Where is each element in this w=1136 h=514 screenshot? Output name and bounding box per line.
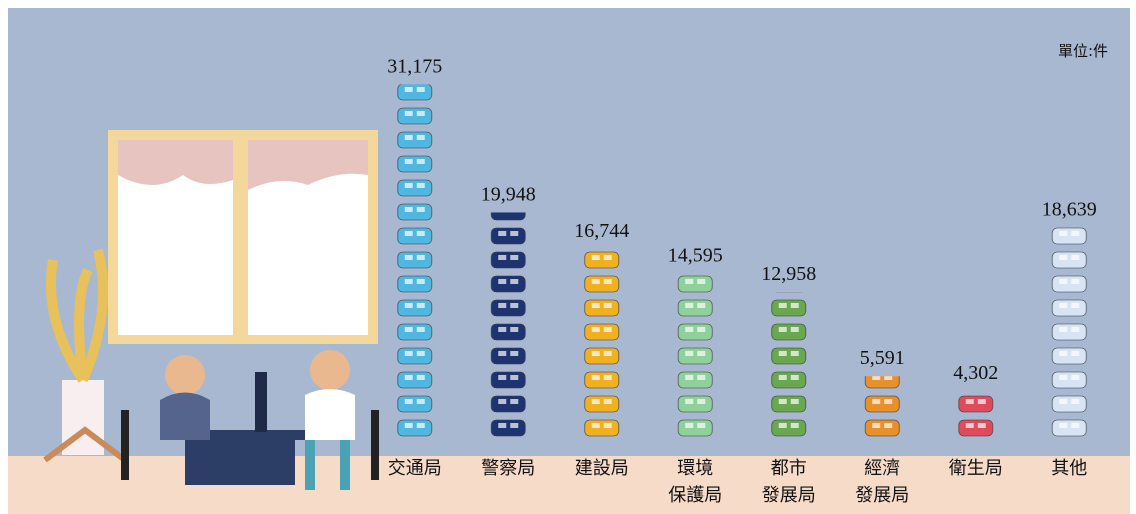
x-tick-label: 交通局 xyxy=(387,458,442,479)
bar xyxy=(675,273,716,440)
unit-label: 單位:件 xyxy=(1057,42,1108,60)
bar xyxy=(394,84,435,440)
x-tick-label: 其他 xyxy=(1051,458,1088,479)
value-label: 31,175 xyxy=(387,55,442,77)
value-label: 18,639 xyxy=(1042,198,1097,220)
value-label: 12,958 xyxy=(761,263,816,285)
x-tick-label: 環境 保護局 xyxy=(668,458,723,506)
bar xyxy=(488,212,529,440)
bar xyxy=(1049,227,1090,440)
x-tick-label: 衛生局 xyxy=(948,458,1003,479)
value-label: 14,595 xyxy=(668,245,723,267)
value-label: 5,591 xyxy=(860,347,905,369)
bar xyxy=(581,249,622,440)
bar xyxy=(768,292,809,440)
x-tick-label: 建設局 xyxy=(574,458,629,479)
bar xyxy=(955,390,996,440)
x-tick-label: 經濟 發展局 xyxy=(855,458,910,506)
value-label: 4,302 xyxy=(953,362,998,384)
illustration xyxy=(43,130,379,490)
value-label: 16,744 xyxy=(574,220,629,242)
x-tick-label: 都市 發展局 xyxy=(761,458,816,506)
value-label: 19,948 xyxy=(481,183,536,205)
x-tick-label: 警察局 xyxy=(481,458,536,479)
bar xyxy=(862,376,903,440)
